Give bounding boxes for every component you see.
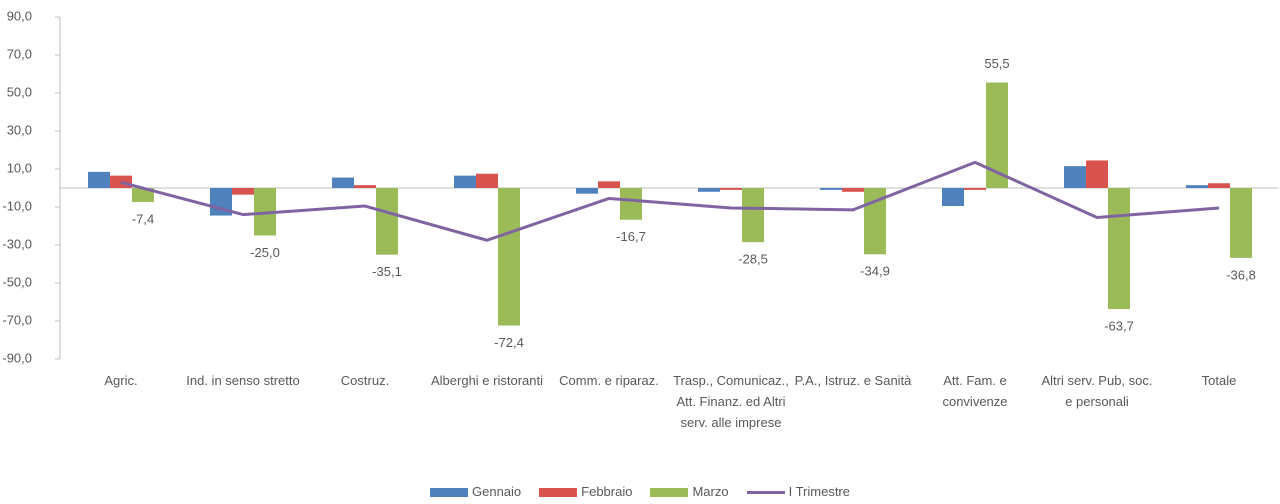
bar [1108, 188, 1130, 310]
y-tick-label: 10,0 [7, 160, 32, 175]
y-tick-label: 30,0 [7, 122, 32, 137]
line-series [120, 160, 1220, 242]
bar [698, 188, 720, 192]
bar [376, 188, 398, 255]
bar [720, 188, 742, 190]
bar [132, 188, 154, 203]
legend-label: Marzo [692, 484, 729, 499]
bar [476, 173, 498, 188]
data-label: -63,7 [1104, 318, 1134, 333]
legend-item: I Trimestre [746, 484, 850, 499]
x-tick-label: P.A., Istruz. e Sanità [794, 373, 912, 388]
bar [598, 181, 620, 188]
legend-label: I Trimestre [788, 484, 850, 499]
bar [232, 188, 254, 195]
y-tick-label: -10,0 [2, 198, 32, 213]
bar [498, 188, 520, 326]
bar [88, 171, 110, 188]
x-tick-label: Alberghi e ristoranti [431, 373, 543, 388]
y-tick-label: -90,0 [2, 350, 32, 365]
bar [1086, 160, 1108, 188]
data-label: -7,4 [132, 211, 154, 226]
bar [354, 185, 376, 188]
bar [942, 188, 964, 207]
data-label: -36,8 [1226, 267, 1256, 282]
bar [1186, 185, 1208, 188]
bar [842, 188, 864, 192]
x-tick-label: Agric. [104, 373, 138, 388]
x-tick-label: Altri serv. Pub, soc. e personali [1041, 373, 1153, 409]
bar [620, 188, 642, 220]
bar [1208, 183, 1230, 188]
y-tick-label: 90,0 [7, 8, 32, 23]
bar [986, 82, 1008, 188]
legend-label: Gennaio [472, 484, 522, 499]
legend-swatch [650, 488, 689, 498]
data-label: -28,5 [738, 252, 768, 267]
y-tick-label: -30,0 [2, 236, 32, 251]
bar [576, 188, 598, 194]
data-label: -25,0 [250, 245, 280, 260]
y-tick-label: -70,0 [2, 312, 32, 327]
x-tick-label: Trasp., Comunicaz., Att. Finanz. ed Altr… [673, 373, 789, 430]
bar [742, 188, 764, 243]
bar [110, 175, 132, 188]
x-tick-label: Totale [1201, 373, 1237, 388]
legend-item: Febbraio [539, 484, 632, 499]
data-label: -34,9 [860, 264, 890, 279]
bar [964, 188, 986, 190]
legend-swatch [539, 488, 578, 498]
y-tick-label: 50,0 [7, 84, 32, 99]
bar [1230, 188, 1252, 258]
bar [454, 175, 476, 188]
x-tick-label: Costruz. [340, 373, 390, 388]
bar [820, 188, 842, 190]
data-label: -35,1 [372, 264, 402, 279]
data-label: -16,7 [616, 229, 646, 244]
legend-swatch [430, 488, 468, 498]
y-tick-label: 70,0 [7, 46, 32, 61]
x-tick-label: Ind. in senso stretto [186, 373, 300, 388]
legend: Gennaio Febbraio Marzo I Trimestre [0, 484, 1280, 499]
legend-swatch [746, 491, 785, 495]
x-tick-label: Comm. e riparaz. [559, 373, 659, 388]
x-tick-label: Att. Fam. e convivenze [942, 373, 1008, 409]
bar [332, 177, 354, 188]
data-label: 55,5 [984, 56, 1009, 71]
legend-item: Marzo [650, 484, 729, 499]
data-label: -72,4 [494, 335, 524, 350]
bar [1064, 166, 1086, 188]
legend-label: Febbraio [581, 484, 633, 499]
y-tick-label: -50,0 [2, 274, 32, 289]
legend-item: Gennaio [430, 484, 521, 499]
